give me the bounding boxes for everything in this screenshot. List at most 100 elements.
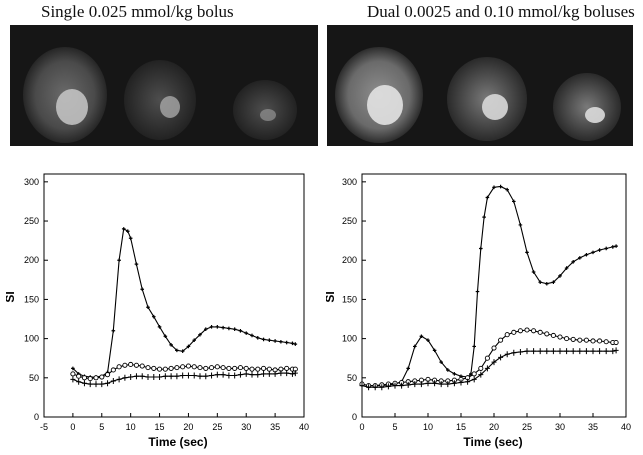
data-point (214, 364, 220, 370)
data-point (492, 185, 496, 190)
data-point (76, 378, 82, 385)
x-tick-label: 35 (588, 422, 598, 432)
data-point (517, 348, 523, 355)
data-point (412, 381, 418, 388)
data-point (445, 381, 451, 388)
data-point (180, 372, 186, 379)
data-point (146, 305, 150, 310)
y-tick-label: 200 (342, 255, 357, 265)
data-point (116, 376, 122, 383)
x-tick-label: 0 (70, 422, 75, 432)
data-point (432, 348, 437, 353)
data-point (125, 229, 130, 234)
data-point (185, 372, 191, 379)
data-point (544, 348, 550, 355)
data-point (209, 372, 215, 379)
data-point (255, 366, 261, 372)
data-point (117, 258, 121, 263)
data-point (590, 348, 596, 355)
data-point (610, 348, 616, 355)
data-point (192, 338, 197, 342)
data-point (603, 339, 609, 345)
y-tick-label: 50 (29, 373, 39, 383)
data-point (458, 379, 464, 386)
data-point (250, 333, 254, 338)
data-point (209, 365, 215, 371)
data-point (485, 195, 490, 200)
data-point (232, 372, 238, 379)
data-point (426, 338, 430, 342)
y-tick-label: 100 (342, 334, 357, 344)
data-point (145, 374, 151, 381)
mri-image-single-bolus (10, 25, 318, 146)
data-point (498, 354, 504, 361)
data-point (511, 329, 517, 335)
x-tick-label: 0 (359, 422, 364, 432)
series-line (72, 363, 296, 380)
data-point (544, 331, 550, 337)
heart-slice-2 (124, 60, 196, 140)
data-point (484, 355, 490, 361)
data-point (545, 281, 549, 286)
data-point (537, 329, 543, 335)
data-point (197, 373, 203, 380)
x-tick-label: 10 (423, 422, 433, 432)
data-point (180, 349, 185, 353)
data-point (237, 371, 243, 378)
data-point (590, 338, 596, 344)
series-plus (71, 227, 298, 379)
data-point (140, 287, 145, 292)
series-line (361, 349, 617, 388)
data-point (93, 375, 99, 381)
data-point (111, 328, 116, 333)
data-point (197, 365, 203, 371)
data-point (478, 371, 484, 378)
y-tick-label: 250 (24, 216, 39, 226)
data-point (99, 374, 105, 380)
data-point (168, 373, 174, 380)
data-point (491, 345, 497, 351)
data-point (134, 262, 139, 266)
data-point (571, 259, 575, 264)
data-point (81, 375, 87, 381)
data-point (266, 370, 272, 377)
data-point (438, 381, 444, 388)
x-tick-label: 30 (241, 422, 251, 432)
data-point (157, 366, 163, 372)
data-point (284, 365, 290, 371)
data-point (551, 280, 556, 284)
data-point (93, 381, 99, 388)
data-point (209, 325, 214, 329)
data-point (525, 250, 529, 255)
data-point (413, 344, 417, 349)
data-point (359, 382, 365, 389)
data-point (531, 328, 537, 334)
data-point (512, 199, 516, 204)
data-point (550, 348, 556, 355)
data-point (597, 348, 603, 355)
data-point (292, 370, 298, 377)
x-tick-label: 5 (99, 422, 104, 432)
data-point (392, 382, 398, 389)
data-point (226, 372, 232, 379)
data-point (524, 348, 530, 355)
data-point (538, 280, 542, 284)
data-point (110, 367, 116, 373)
data-point (603, 348, 609, 355)
data-point (583, 337, 589, 343)
x-axis-label: Time (sec) (148, 435, 207, 449)
data-point (191, 372, 197, 379)
data-point (121, 227, 126, 231)
data-point (266, 366, 272, 372)
data-point (203, 327, 208, 332)
data-point (504, 332, 510, 338)
data-point (87, 381, 93, 388)
data-point (180, 364, 186, 370)
data-point (243, 365, 249, 371)
data-point (570, 336, 576, 342)
data-point (478, 365, 484, 371)
data-point (133, 362, 139, 368)
data-point (577, 337, 583, 343)
data-point (471, 371, 477, 377)
data-point (139, 363, 145, 369)
